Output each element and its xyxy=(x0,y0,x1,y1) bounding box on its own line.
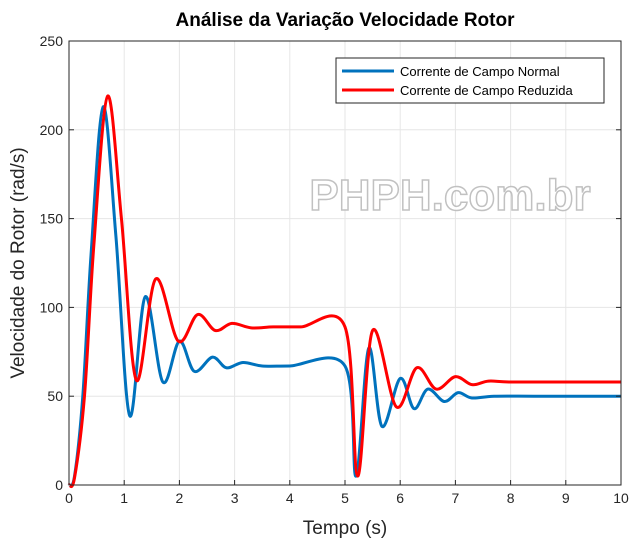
x-tick-label: 1 xyxy=(120,490,128,506)
legend-label: Corrente de Campo Reduzida xyxy=(400,83,573,98)
y-tick-label: 250 xyxy=(40,33,64,49)
x-axis-label: Tempo (s) xyxy=(303,518,387,539)
x-tick-label: 4 xyxy=(286,490,294,506)
legend-label: Corrente de Campo Normal xyxy=(400,64,560,79)
axes-box xyxy=(68,40,622,486)
y-tick-label: 200 xyxy=(40,122,64,138)
series-line-reduzida xyxy=(67,94,621,489)
x-tick-label: 8 xyxy=(507,490,515,506)
x-tick-label: 5 xyxy=(341,490,349,506)
y-tick-label: 50 xyxy=(47,388,63,404)
x-tick-label: 7 xyxy=(452,490,460,506)
chart-title: Análise da Variação Velocidade Rotor xyxy=(176,10,516,31)
x-tick-label: 2 xyxy=(176,490,184,506)
legend-box xyxy=(335,57,605,104)
y-tick-label: 150 xyxy=(40,211,64,227)
x-tick-label: 6 xyxy=(396,490,404,506)
x-tick-label: 0 xyxy=(65,490,73,506)
y-axis-label: Velocidade do Rotor (rad/s) xyxy=(8,147,29,378)
y-tick-label: 100 xyxy=(40,299,64,315)
x-tick-label: 3 xyxy=(231,490,239,506)
legend: Corrente de Campo Normal Corrente de Camp… xyxy=(335,57,605,104)
y-tick-label: 0 xyxy=(55,477,63,493)
watermark: PHPH.com.br xyxy=(309,171,590,220)
x-tick-label: 10 xyxy=(613,490,629,506)
x-tick-label: 9 xyxy=(562,490,570,506)
